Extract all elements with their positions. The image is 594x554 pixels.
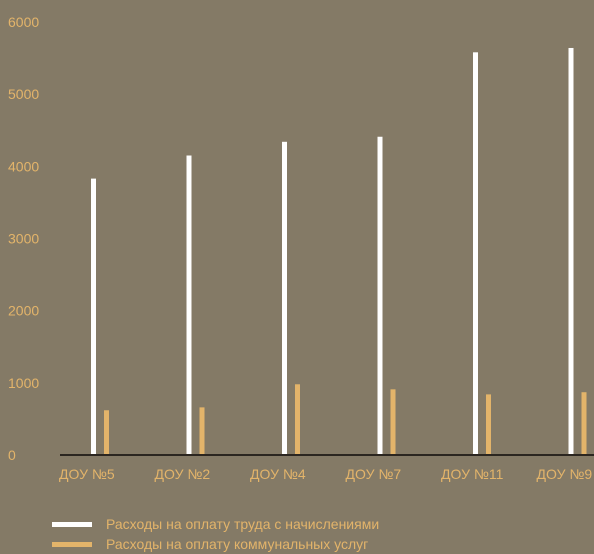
bar-labor [568,47,574,455]
y-axis-ticks: 0 1000 2000 3000 4000 5000 6000 [8,14,39,463]
bar-labor [186,155,192,455]
y-tick-label: 2000 [8,303,39,319]
x-tick-label: ДОУ №5 [59,466,115,482]
x-tick-label: ДОУ №7 [346,466,402,482]
legend-item-labor: Расходы на оплату труда с начислениями [52,514,379,534]
bar-labor [282,141,287,455]
bar-utilities [199,407,205,455]
bar-labor [473,52,478,456]
bar-utilities [390,389,396,455]
x-axis-labels: ДОУ №5 ДОУ №2 ДОУ №4 ДОУ №7 ДОУ №11 ДОУ №9 [59,466,592,482]
bar-labor [91,178,96,455]
legend-label-labor: Расходы на оплату труда с начислениями [106,516,380,532]
legend-label-utilities: Расходы на оплату коммунальных услуг [106,536,369,552]
x-tick-label: ДОУ №9 [537,466,593,482]
y-tick-label: 3000 [8,231,39,247]
x-tick-label: ДОУ №11 [441,466,504,482]
legend-swatch-utilities [52,541,92,547]
bar-utilities [295,384,300,455]
y-tick-label: 0 [8,447,16,463]
chart-bars [91,47,587,456]
y-tick-label: 6000 [8,14,39,30]
x-tick-label: ДОУ №4 [250,466,306,482]
x-tick-label: ДОУ №2 [155,466,211,482]
bar-utilities [104,410,109,455]
y-tick-label: 4000 [8,158,39,174]
y-tick-label: 5000 [8,86,39,102]
y-tick-label: 1000 [8,375,39,391]
legend-item-utilities: Расходы на оплату коммунальных услуг [52,534,379,554]
bar-labor [377,136,383,455]
bar-utilities [486,394,491,455]
chart-legend: Расходы на оплату труда с начислениями Р… [52,514,379,554]
bar-utilities [581,392,587,455]
legend-swatch-labor [52,521,92,527]
